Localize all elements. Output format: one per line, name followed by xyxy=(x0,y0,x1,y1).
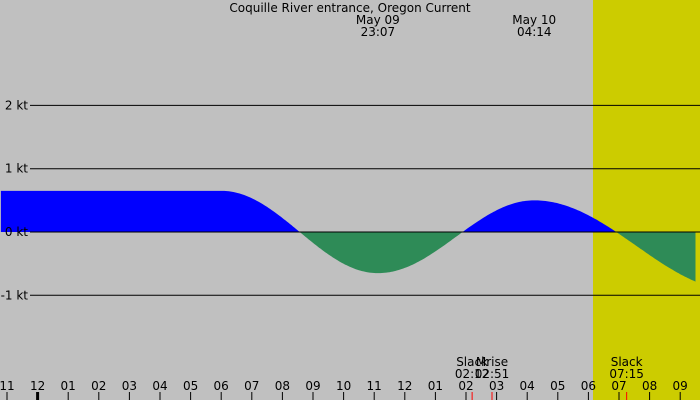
extreme-time-label: 23:07 xyxy=(361,25,396,39)
hour-tick-label: 02 xyxy=(458,379,473,393)
hour-tick-label: 02 xyxy=(91,379,106,393)
hour-tick-label: 04 xyxy=(152,379,167,393)
hour-tick-label: 08 xyxy=(642,379,657,393)
hour-tick-label: 07 xyxy=(244,379,259,393)
hour-tick-label: 01 xyxy=(61,379,76,393)
hour-tick-label: 10 xyxy=(336,379,351,393)
y-tick-label: 2 kt xyxy=(5,98,28,112)
y-tick-label: -1 kt xyxy=(1,288,29,302)
event-name-label: Slack xyxy=(456,355,488,369)
daylight-band xyxy=(592,0,700,400)
hour-tick-label: 03 xyxy=(489,379,504,393)
hour-tick-label: 06 xyxy=(214,379,229,393)
y-axis-labels: 2 kt 1 kt 0 kt -1 kt xyxy=(1,98,29,302)
event-name-label: Mrise xyxy=(476,355,508,369)
extreme-time-label: 04:14 xyxy=(517,25,552,39)
event-time-label: 02:51 xyxy=(475,367,510,381)
event-time-label: 02:12 xyxy=(455,367,490,381)
hour-tick-label: 03 xyxy=(122,379,137,393)
hour-tick-label: 01 xyxy=(428,379,443,393)
hour-tick-label: 11 xyxy=(0,379,15,393)
event-time-label: 07:15 xyxy=(609,367,644,381)
x-axis: 11 12 01 02 03 04 05 06 07 08 09 10 11 12 01 02 03 04 05 06… xyxy=(0,379,688,400)
hour-tick-label: 05 xyxy=(550,379,565,393)
chart-title: Coquille River entrance, Oregon Current xyxy=(229,1,470,15)
hour-tick-label: 12 xyxy=(397,379,412,393)
hour-tick-label: 04 xyxy=(520,379,535,393)
event-name-label: Slack xyxy=(611,355,643,369)
event-labels: Slack02:12Mrise02:51Slack07:15Mset13:34S… xyxy=(455,355,644,400)
hour-tick-label: 06 xyxy=(581,379,596,393)
y-tick-label: 1 kt xyxy=(5,162,28,176)
hour-tick-label: 09 xyxy=(305,379,320,393)
gridlines xyxy=(30,104,700,296)
y-tick-label: 0 kt xyxy=(5,225,28,239)
flood-current-area xyxy=(0,190,696,232)
hour-tick-label: 11 xyxy=(367,379,382,393)
hour-tick-label: 05 xyxy=(183,379,198,393)
hour-tick-label: 08 xyxy=(275,379,290,393)
hour-tick-label: 12 xyxy=(30,379,45,393)
hour-tick-label: 07 xyxy=(611,379,626,393)
extreme-date-label: May 10 xyxy=(512,13,556,27)
extreme-date-label: May 09 xyxy=(356,13,400,27)
ebb-current-area xyxy=(0,232,696,282)
hour-tick-label: 09 xyxy=(673,379,688,393)
